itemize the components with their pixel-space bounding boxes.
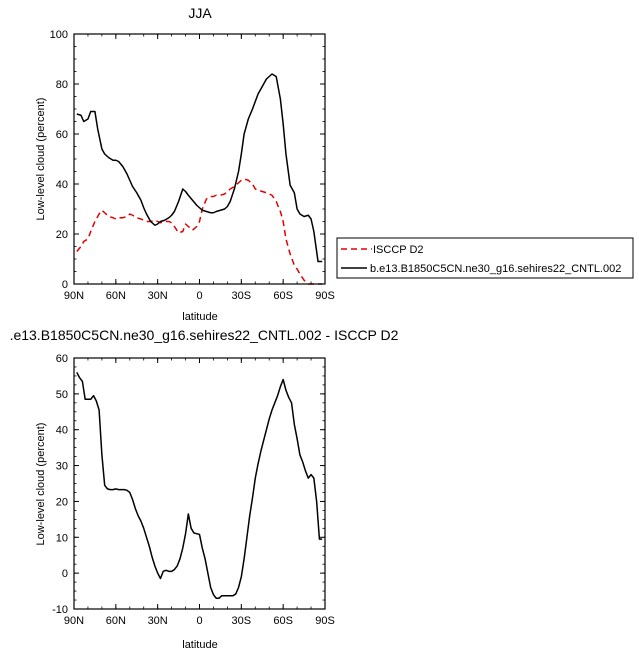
legend-label-isccp: ISCCP D2: [373, 244, 424, 256]
top-chart-title: JJA: [188, 5, 212, 21]
top-chart-ytick-label: 100: [50, 29, 68, 41]
top-chart-ytick-label: 0: [62, 279, 68, 291]
legend: ISCCP D2 b.e13.B1850C5CN.ne30_g16.sehire…: [336, 237, 634, 279]
top-chart-xtick-label: 30S: [232, 290, 252, 302]
bottom-chart-ytick-label: 60: [56, 353, 68, 365]
top-chart-xtick-label: 90S: [315, 290, 335, 302]
bottom-chart-xtick-label: 90S: [315, 615, 335, 627]
bottom-chart-xlabel: latitude: [182, 639, 217, 651]
bottom-chart-ytick-label: -10: [52, 604, 68, 616]
bottom-chart-ytick-label: 0: [62, 568, 68, 580]
top-chart-xtick-label: 0: [196, 290, 202, 302]
bottom-chart-title: .e13.B1850C5CN.ne30_g16.sehires22_CNTL.0…: [10, 327, 399, 343]
bottom-chart-xtick-label: 30N: [148, 615, 168, 627]
bottom-chart-ytick-label: 40: [56, 425, 68, 437]
bottom-chart-ylabel: Low-level cloud (percent): [35, 423, 47, 546]
bottom-chart-xtick-label: 0: [196, 615, 202, 627]
top-chart-ylabel: Low-level cloud (percent): [35, 98, 47, 221]
top-chart-xtick-label: 30N: [148, 290, 168, 302]
bottom-chart-lines: [76, 371, 323, 599]
bottom-chart-ticks: 90N 60N 30N 0 30S 60S 90S -10 0 10 20 30 40 50 60: [52, 353, 335, 627]
bottom-chart-ytick-label: 10: [56, 532, 68, 544]
top-chart-series-line-0: [76, 178, 323, 285]
top-chart-ytick-label: 80: [56, 79, 68, 91]
top-chart-xlabel: latitude: [182, 311, 217, 323]
bottom-chart-xtick-label: 60N: [106, 615, 126, 627]
bottom-chart-panel: .e13.B1850C5CN.ne30_g16.sehires22_CNTL.0…: [10, 327, 399, 651]
top-chart-ytick-label: 20: [56, 229, 68, 241]
top-chart-lines: [76, 73, 323, 285]
bottom-chart-xtick-label: 90N: [64, 615, 84, 627]
top-chart-xtick-label: 60S: [273, 290, 293, 302]
legend-box: [336, 237, 634, 279]
bottom-chart-ytick-label: 50: [56, 389, 68, 401]
bottom-chart-series-line-0: [76, 371, 323, 599]
top-chart-series-line-1: [76, 73, 323, 263]
top-chart-frame: [73, 33, 326, 285]
top-chart-xtick-label: 60N: [106, 290, 126, 302]
legend-label-model: b.e13.B1850C5CN.ne30_g16.sehires22_CNTL.…: [370, 263, 621, 275]
bottom-chart-frame: [73, 357, 326, 610]
top-chart-panel: JJA Low-level cloud (percent) latitude 9…: [35, 5, 335, 323]
top-chart-xtick-label: 90N: [64, 290, 84, 302]
bottom-chart-xtick-label: 60S: [273, 615, 293, 627]
top-chart-ytick-label: 40: [56, 179, 68, 191]
bottom-chart-xtick-label: 30S: [232, 615, 252, 627]
bottom-chart-ytick-label: 30: [56, 461, 68, 473]
bottom-chart-ytick-label: 20: [56, 496, 68, 508]
top-chart-ytick-label: 60: [56, 129, 68, 141]
